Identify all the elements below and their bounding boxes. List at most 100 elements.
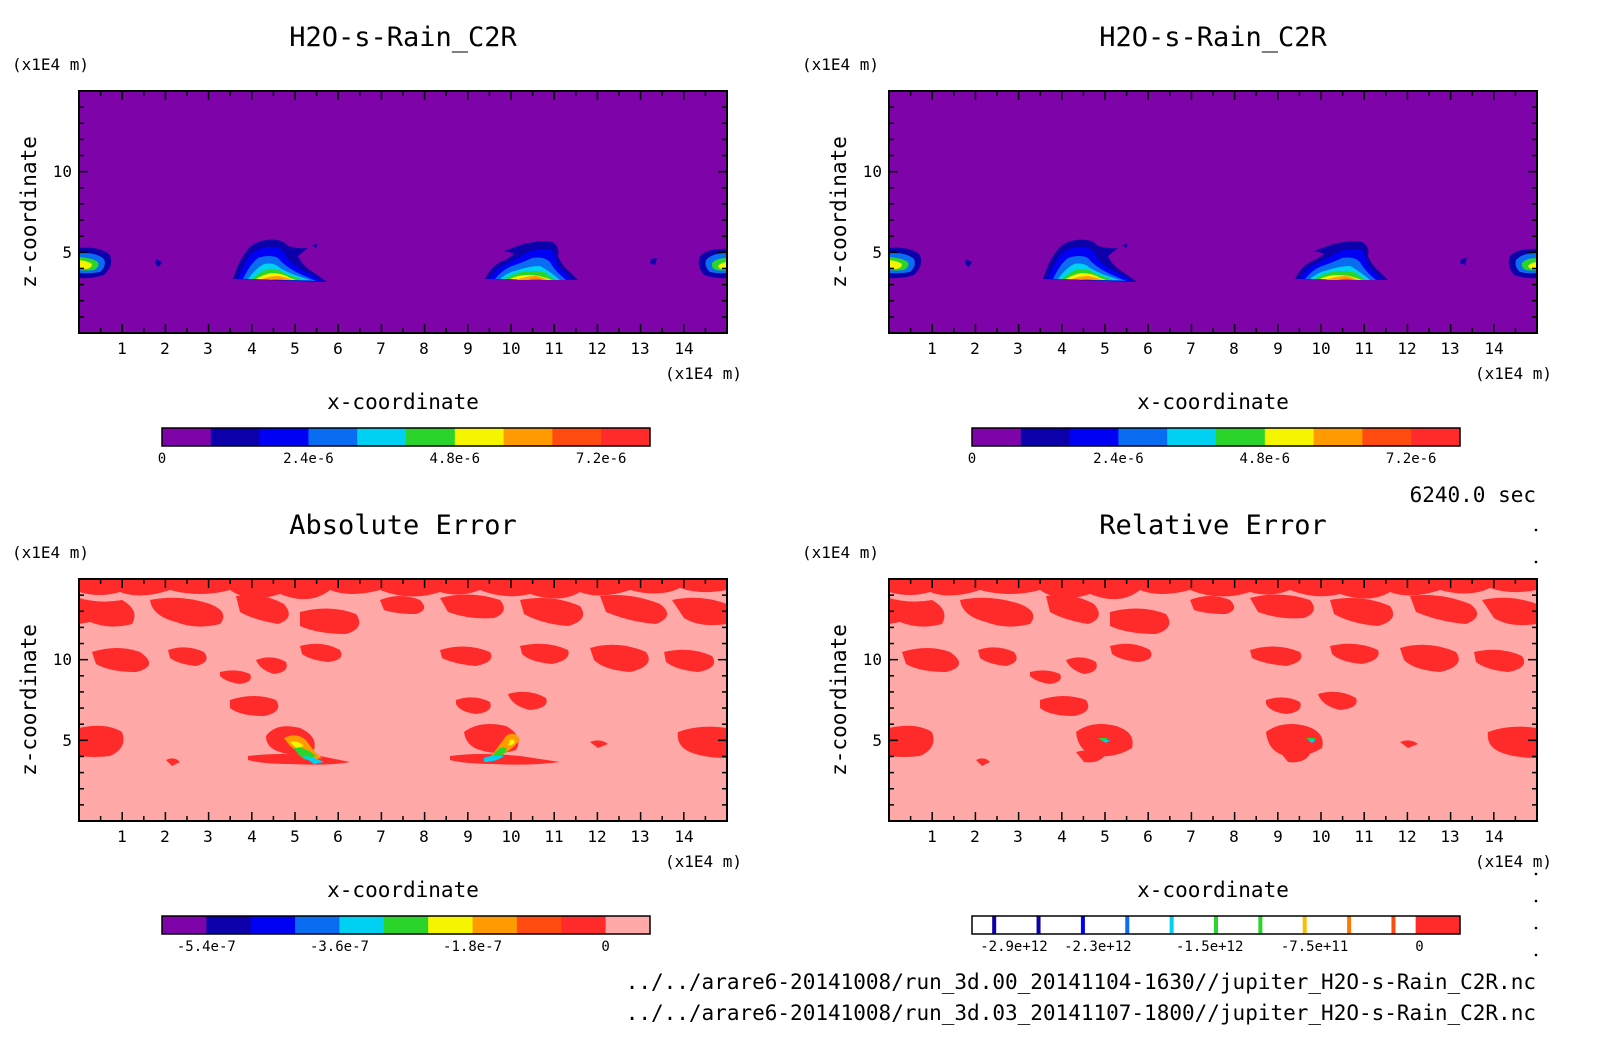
x-tick-label: 3 <box>203 339 213 358</box>
contour-level <box>677 726 727 758</box>
colorbar-swatch <box>503 428 553 446</box>
contour-level <box>1110 608 1170 634</box>
z-unit-label: (x1E4 m) <box>802 55 879 74</box>
contour-level <box>262 276 292 280</box>
colorbar-swatch <box>454 428 505 446</box>
contour-level <box>590 644 649 672</box>
colorbar-swatch <box>972 428 1022 446</box>
x-tick-label: 3 <box>1013 339 1023 358</box>
contour-level <box>1410 595 1478 624</box>
y-tick-label: 10 <box>53 650 72 669</box>
colorbar-contour-line <box>1125 916 1130 934</box>
x-tick-label: 5 <box>290 339 300 358</box>
contour-level <box>1474 649 1525 672</box>
x-tick-label: 8 <box>419 827 429 846</box>
colorbar-tick-label: 7.2e-6 <box>1386 451 1437 467</box>
panel-top-right: H2O-s-Rain_C2R (x1E4 m) <box>802 22 1552 467</box>
contour-level <box>1078 279 1094 280</box>
time-label: 6240.0 sec <box>1410 483 1536 507</box>
x-tick-label: 6 <box>1143 827 1153 846</box>
x-tick-label: 11 <box>1354 339 1373 358</box>
y-tick-label: 10 <box>863 162 882 181</box>
contour-level <box>528 278 544 280</box>
colorbar-swatch <box>1415 916 1461 934</box>
axis-ticks <box>889 91 1537 333</box>
colorbar: -2.9e+12 -2.3e+12 -1.5e+12 -7.5e+11 0 <box>971 915 1461 955</box>
colorbar-contour-line <box>1080 916 1085 934</box>
contour-level <box>889 598 945 627</box>
contour-level <box>79 598 135 627</box>
colorbar-swatch <box>162 428 212 446</box>
contour-level <box>302 756 324 764</box>
z-unit-label: (x1E4 m) <box>12 55 89 74</box>
contour-level <box>440 594 504 619</box>
x-tick-label: 2 <box>970 339 980 358</box>
x-tick-labels: 1 2 3 4 5 6 7 8 9 10 11 12 13 14 <box>117 827 693 846</box>
panel-title: H2O-s-Rain_C2R <box>289 22 517 53</box>
field-background <box>889 91 1537 333</box>
contour-level <box>965 259 972 267</box>
colorbar-swatch <box>516 916 562 934</box>
colorbar-swatch <box>472 916 518 934</box>
y-axis-label: z-coordinate <box>17 624 41 776</box>
contour-level <box>1330 598 1394 626</box>
contour-level <box>1330 643 1379 664</box>
contour-level <box>1318 691 1357 710</box>
contour-level <box>294 747 316 760</box>
x-tick-label: 2 <box>160 339 170 358</box>
x-tick-label: 8 <box>1229 827 1239 846</box>
colorbar-swatch <box>1020 428 1071 446</box>
contour-level <box>268 279 284 280</box>
contour-level <box>1280 750 1310 763</box>
x-tick-label: 4 <box>247 339 257 358</box>
contour-level <box>1460 258 1467 265</box>
contour-level <box>960 597 1034 627</box>
contour-level <box>440 646 492 666</box>
axis-ticks <box>79 579 727 821</box>
contour-level <box>1308 740 1316 743</box>
colorbar-swatch <box>206 916 252 934</box>
colorbar-swatch <box>259 428 309 446</box>
contour-level <box>380 596 425 614</box>
colorbar-frame <box>161 915 651 935</box>
x-tick-label: 12 <box>587 339 606 358</box>
colorbar-frame <box>971 915 1461 935</box>
y-axis-label: z-coordinate <box>17 136 41 288</box>
x-tick-label: 2 <box>160 827 170 846</box>
colorbar-swatch <box>605 916 651 934</box>
y-tick-label: 10 <box>53 162 72 181</box>
contour-level <box>1250 594 1314 619</box>
x-tick-label: 8 <box>1229 339 1239 358</box>
x-tick-label: 13 <box>1440 827 1459 846</box>
y-axis-label: z-coordinate <box>827 624 851 776</box>
panel-title: Relative Error <box>1099 510 1327 541</box>
colorbar-swatch <box>162 916 207 934</box>
colorbar-tick-label: 0 <box>1415 939 1423 955</box>
contour-level <box>1528 262 1537 269</box>
contour-level <box>976 758 990 766</box>
contour-level <box>1066 657 1097 674</box>
colorbar-swatch <box>428 916 474 934</box>
x-tick-label: 3 <box>1013 827 1023 846</box>
colorbar-tick-label: 0 <box>601 939 609 955</box>
contour-level <box>718 262 727 269</box>
contour-level <box>650 258 657 265</box>
colorbar-swatch <box>1411 428 1461 446</box>
contour-level <box>248 754 350 765</box>
colorbar-tick-label: -3.6e-7 <box>310 939 369 955</box>
z-unit-label: (x1E4 m) <box>802 543 879 562</box>
colorbar-tick-label: 0 <box>968 451 976 467</box>
x-tick-label: 7 <box>1186 827 1196 846</box>
x-unit-label: (x1E4 m) <box>1475 364 1552 383</box>
error-regions <box>889 579 1537 766</box>
colorbar-tick-label: -2.9e+12 <box>980 939 1047 955</box>
colorbar-tick-label: -5.4e-7 <box>177 939 236 955</box>
x-tick-label: 9 <box>1273 827 1283 846</box>
panel-title: Absolute Error <box>289 510 517 541</box>
y-tick-label: 5 <box>62 731 72 750</box>
y-tick-label: 10 <box>863 650 882 669</box>
x-tick-labels: 1 2 3 4 5 6 7 8 9 10 11 12 13 14 <box>117 339 693 358</box>
panel-top-left: H2O-s-Rain_C2R (x1E4 m) <box>12 22 742 467</box>
colorbar-contour-line <box>1258 916 1263 934</box>
